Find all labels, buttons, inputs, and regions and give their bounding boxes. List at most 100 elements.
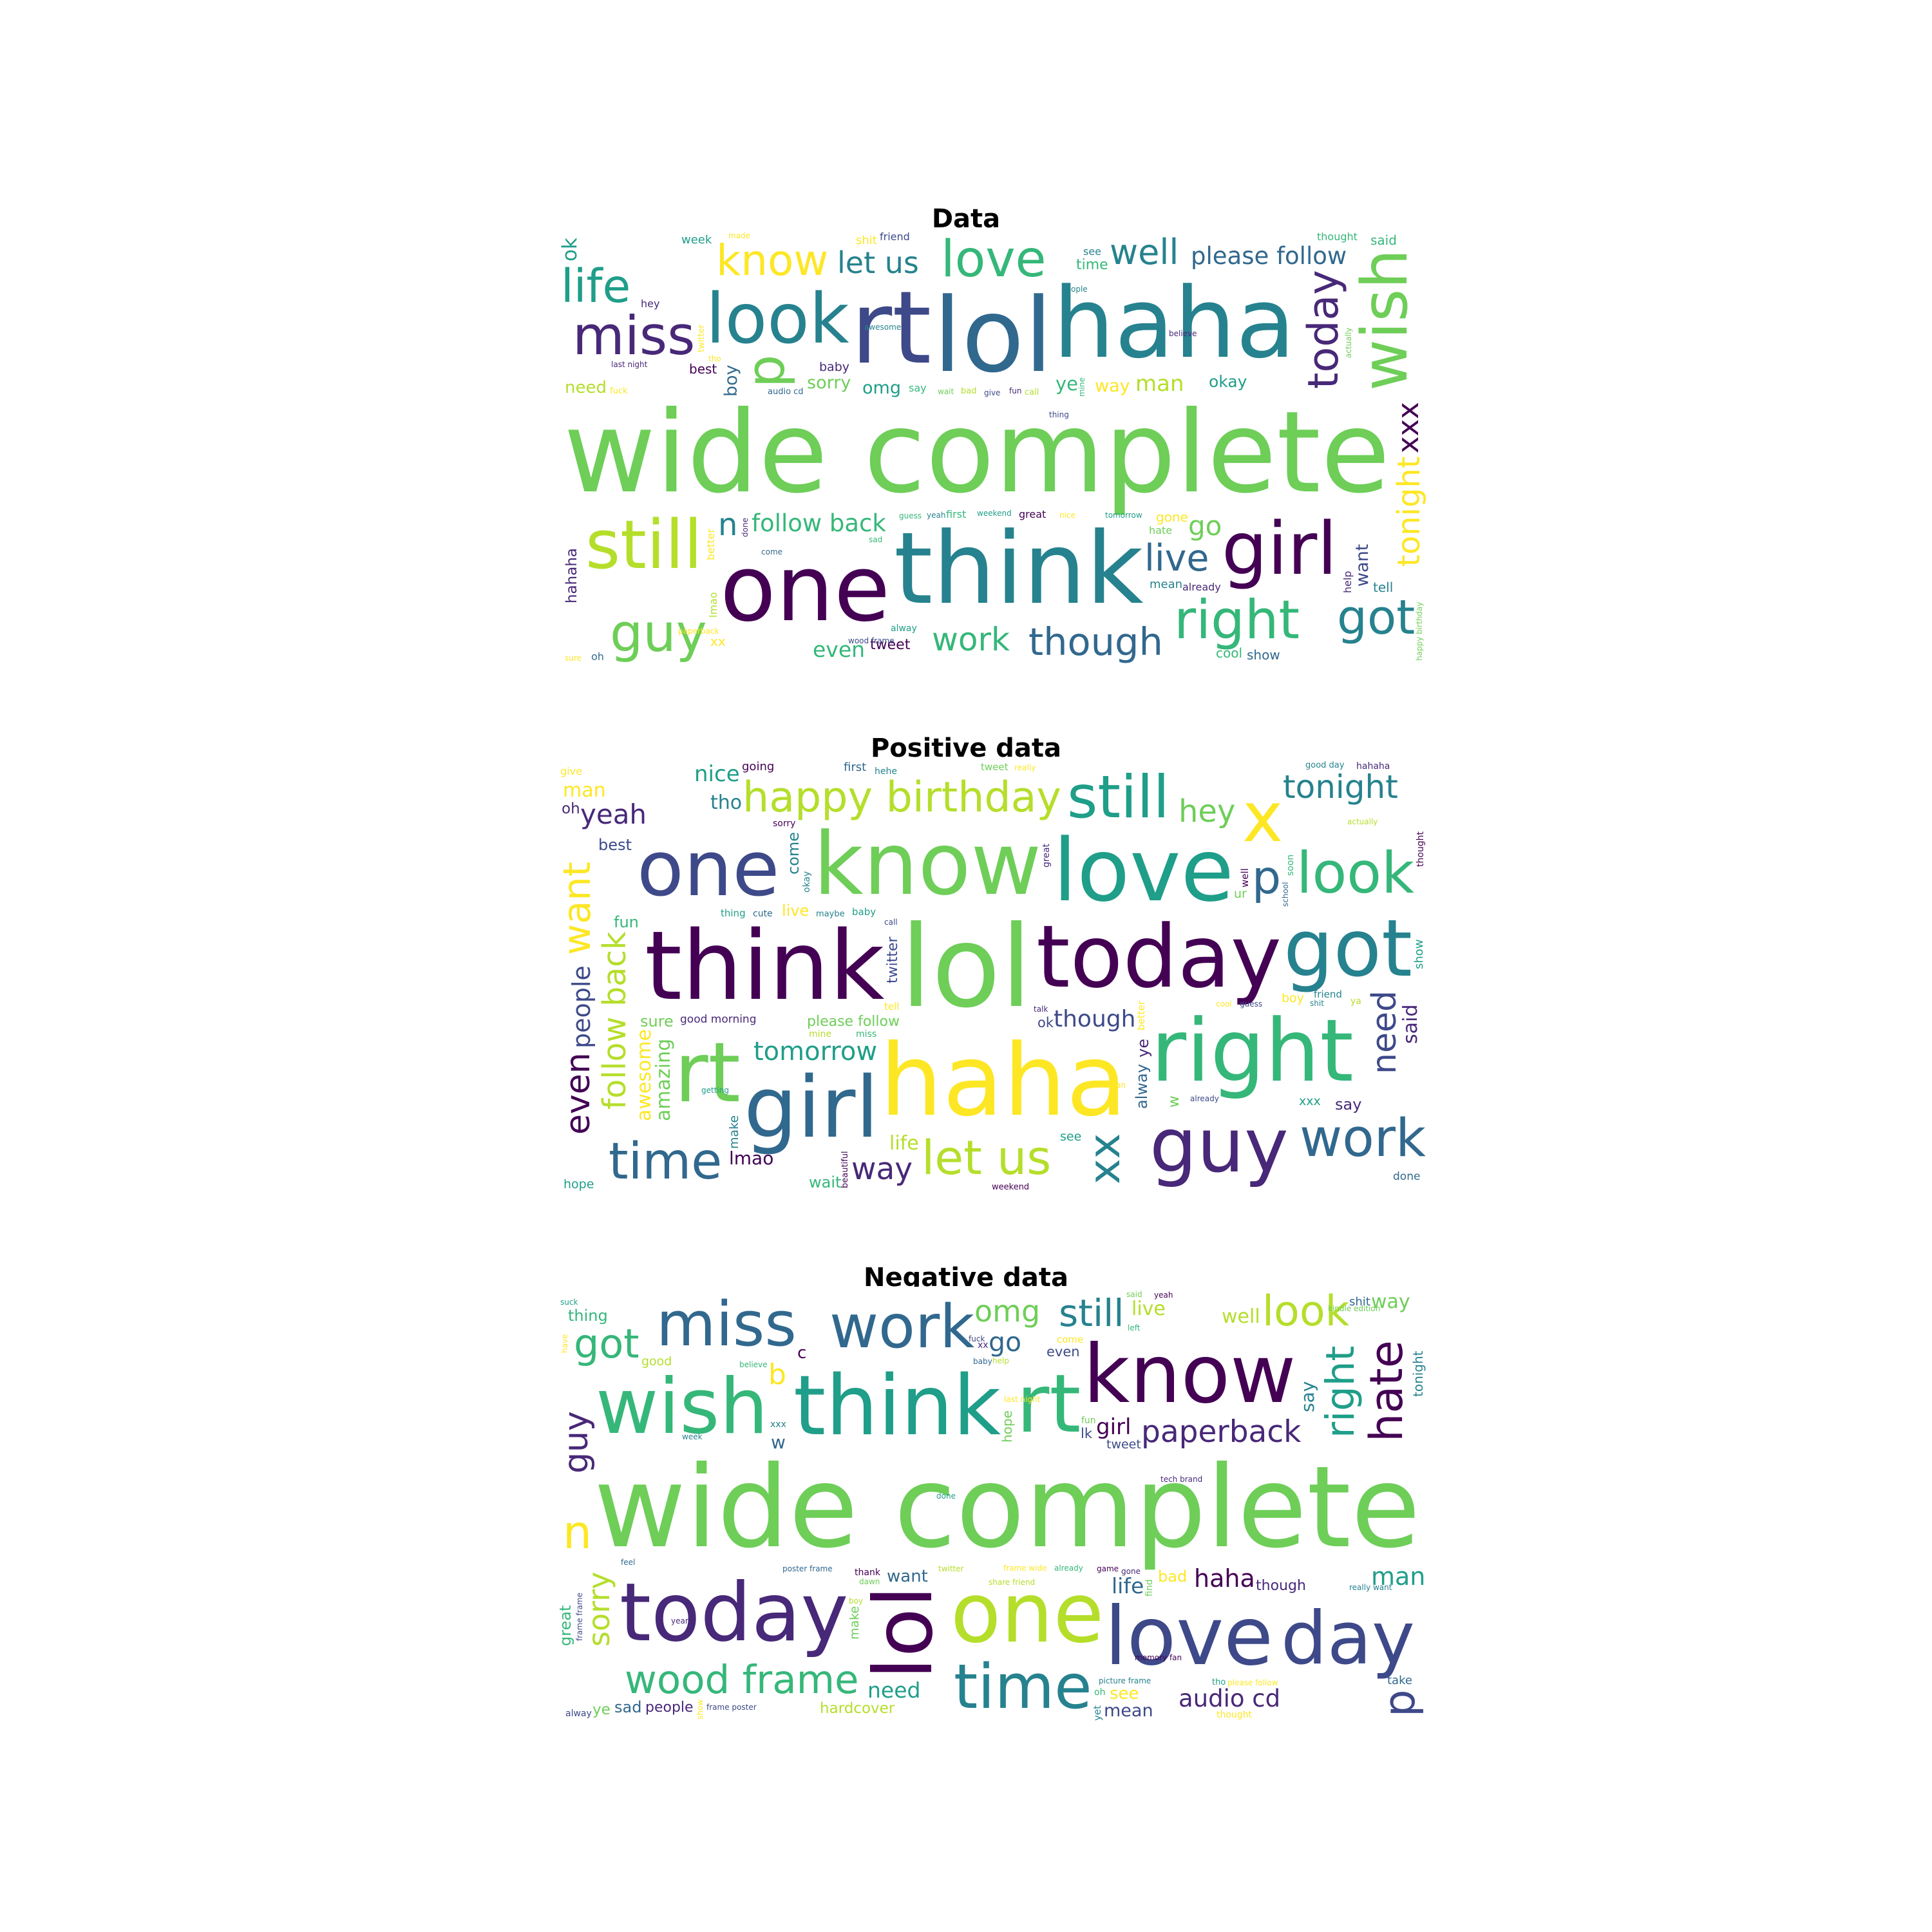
word-though: though <box>1256 1578 1306 1594</box>
word-good: good <box>641 1354 672 1368</box>
word-lmao: lmao <box>729 1148 774 1169</box>
word-twitter: twitter <box>697 325 706 352</box>
word-good-day: good day <box>1305 761 1345 770</box>
word-today: today <box>620 1566 849 1660</box>
word-guess: guess <box>1240 999 1263 1009</box>
word-great: great <box>556 1605 574 1646</box>
word-really-want: really want <box>1349 1583 1392 1592</box>
word-first: first <box>946 508 967 520</box>
word-soon: soon <box>1285 854 1296 876</box>
word-well: well <box>1222 1305 1260 1328</box>
wordcloud-positive-data: lol haha think today know love right girl rt got o… <box>554 757 1430 1195</box>
word-though: though <box>1054 1006 1136 1032</box>
word-come: come <box>761 547 783 556</box>
word-see: see <box>1060 1130 1082 1144</box>
word-first: first <box>844 761 867 774</box>
word-guy: guy <box>610 603 707 664</box>
word-look: look <box>706 279 849 359</box>
word-said: said <box>1399 1004 1422 1044</box>
word-happy-birthday: happy birthday <box>743 773 1061 822</box>
word-believe: believe <box>1169 329 1197 338</box>
word-done: done <box>741 518 750 537</box>
word-mine: mine <box>809 1029 832 1039</box>
word-right: right <box>1318 1345 1363 1438</box>
word-give: give <box>560 765 582 777</box>
word-tho: tho <box>1212 1678 1226 1687</box>
chart-title-data: Data <box>931 204 1001 234</box>
word-say: say <box>1335 1095 1362 1113</box>
word-go: go <box>989 1327 1022 1358</box>
word-oh: oh <box>562 800 580 817</box>
word-poster-frame: poster frame <box>782 1564 833 1573</box>
word-hehe: hehe <box>875 766 897 777</box>
word-hope: hope <box>564 1177 594 1191</box>
chart-title-positive-data: Positive data <box>870 734 1061 763</box>
word-mean: mean <box>1150 578 1183 591</box>
word-mean: mean <box>1104 1701 1153 1721</box>
word-today: today <box>1300 270 1348 389</box>
word-tweet: tweet <box>870 637 911 653</box>
word-omg: omg <box>862 378 901 398</box>
word-lol: lol <box>933 276 1053 395</box>
word-find: find <box>1144 1579 1155 1596</box>
word-take: take <box>1387 1674 1412 1687</box>
word-frame-wide: frame wide <box>1003 1564 1047 1573</box>
word-cool: cool <box>1216 645 1243 661</box>
word-thing: thing <box>721 907 746 919</box>
word-people: people <box>567 965 596 1048</box>
word-follow-back: follow back <box>752 509 886 537</box>
word-sorry: sorry <box>582 1571 616 1647</box>
word-wish: wish <box>596 1363 768 1452</box>
word-b: b <box>768 1358 786 1391</box>
word-still: still <box>1067 764 1170 831</box>
word-tomorrow: tomorrow <box>753 1037 878 1066</box>
word-shit: shit <box>1349 1295 1370 1309</box>
word-ur: ur <box>1234 887 1247 901</box>
word-lol: lol <box>857 1586 951 1680</box>
word-one: one <box>951 1566 1104 1662</box>
word-already: already <box>1190 1094 1219 1103</box>
word-p: p <box>1374 1689 1425 1717</box>
word-share-friend: share friend <box>989 1578 1036 1587</box>
word-make: make <box>848 1605 862 1640</box>
word-want: want <box>1352 544 1372 587</box>
word-life: life <box>889 1132 919 1155</box>
word-man: man <box>1135 371 1184 397</box>
word-hahaha: hahaha <box>1356 761 1390 772</box>
word-said: said <box>1370 232 1397 248</box>
word-wait: wait <box>809 1173 842 1191</box>
word-better: better <box>1135 1001 1147 1030</box>
word-live: live <box>1144 537 1209 580</box>
word-nice: nice <box>1059 511 1075 520</box>
word-guess: guess <box>899 511 922 520</box>
word-hey: hey <box>641 298 660 310</box>
word-awesome: awesome <box>633 1028 656 1121</box>
word-right: right <box>1151 1001 1354 1101</box>
word-way: way <box>851 1151 913 1187</box>
word-happy-birthday: happy birthday <box>1415 601 1424 661</box>
word-rt: rt <box>1016 1358 1081 1451</box>
word-give: give <box>984 388 1001 397</box>
word-alway: alway <box>891 623 917 634</box>
word-yet: yet <box>1092 1705 1103 1721</box>
word-way: way <box>1371 1291 1410 1313</box>
word-done: done <box>936 1492 956 1501</box>
word-really: really <box>1014 763 1036 772</box>
word-love: love <box>941 231 1046 289</box>
word-think: think <box>793 1358 1001 1454</box>
word-kindle-edition: kindle edition <box>1328 1304 1381 1313</box>
word-tonight: tonight <box>1283 768 1398 806</box>
word-frame-poster: frame poster <box>706 1703 757 1712</box>
chart-title-negative-data: Negative data <box>864 1263 1068 1293</box>
word-want: want <box>887 1567 928 1586</box>
word-twitter: twitter <box>938 1564 964 1573</box>
word-twitter: twitter <box>885 936 901 983</box>
word-xxx: xxx <box>1391 402 1425 453</box>
word-day: day <box>1281 1596 1415 1681</box>
word-thing: thing <box>1049 410 1069 419</box>
word-show: show <box>696 1699 705 1719</box>
word-believe: believe <box>739 1360 768 1369</box>
word-haha: haha <box>880 1023 1127 1139</box>
word-wide-complete: wide complete <box>564 388 1390 518</box>
word-weekend: weekend <box>977 509 1012 518</box>
